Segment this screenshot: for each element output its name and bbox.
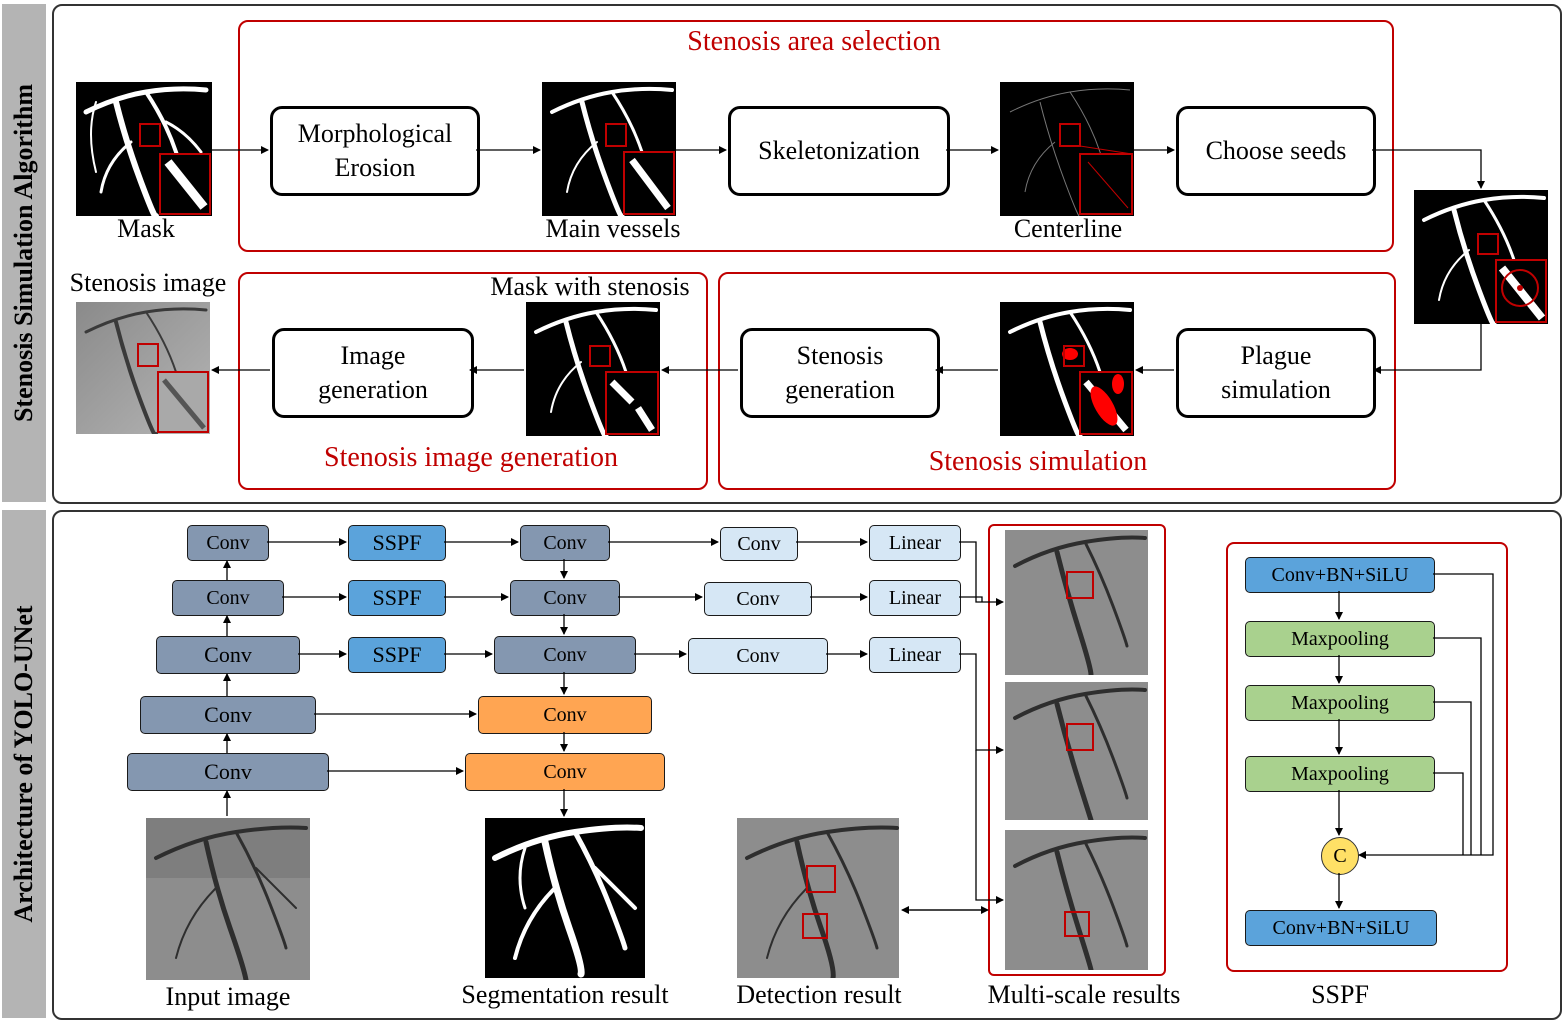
mask-with-stenosis-caption: Mask with stenosis <box>490 272 690 301</box>
plague-image <box>1000 302 1134 436</box>
detection-result-caption: Detection result <box>736 980 902 1009</box>
sspf-maxpool-1: Maxpooling <box>1245 621 1435 657</box>
main-vessels-image <box>542 82 676 216</box>
sspf-block-2: SSPF <box>348 580 446 616</box>
encoder-conv-4: Conv <box>172 580 284 616</box>
main-vessels-caption: Main vessels <box>545 214 681 243</box>
mask-caption: Mask <box>117 214 175 243</box>
decoder-conv-3: Conv <box>494 636 636 674</box>
erosion-box: Morphological Erosion <box>270 106 480 196</box>
encoder-conv-5: Conv <box>187 525 269 561</box>
decoder-conv-1: Conv <box>520 525 610 561</box>
image-generation-process-box: Image generation <box>272 328 474 418</box>
sspf-caption: SSPF <box>1311 980 1369 1009</box>
skeletonization-box: Skeletonization <box>728 106 950 196</box>
sspf-block-1: SSPF <box>348 525 446 561</box>
linear-block-3: Linear <box>869 637 961 673</box>
encoder-conv-1: Conv <box>127 753 329 791</box>
stenosis-generation-box: Stenosis generation <box>740 328 940 418</box>
multi-scale-image-2 <box>1005 682 1148 820</box>
head-conv-2: Conv <box>704 582 812 616</box>
simulation-title: Stenosis simulation <box>928 446 1148 477</box>
mask-image <box>76 82 212 216</box>
detection-result-image <box>737 818 899 978</box>
stenosis-angiogram-image <box>76 302 210 434</box>
section-label-top: Stenosis Simulation Algorithm <box>2 4 46 502</box>
sspf-concat-node: C <box>1321 837 1359 875</box>
plague-simulation-box: Plague simulation <box>1176 328 1376 418</box>
stenosis-image-caption: Stenosis image <box>69 268 227 297</box>
mask-with-stenosis-image <box>526 302 660 436</box>
encoder-conv-2: Conv <box>140 696 316 734</box>
decoder-conv-2: Conv <box>510 580 620 616</box>
sspf-conv-bn-silu-bottom: Conv+BN+SiLU <box>1245 910 1437 946</box>
image-generation-title: Stenosis image generation <box>324 442 618 473</box>
top-panel <box>52 4 1562 504</box>
multi-scale-image-1 <box>1005 530 1148 675</box>
decoder-conv-4: Conv <box>478 696 652 734</box>
sspf-conv-bn-silu-top: Conv+BN+SiLU <box>1245 557 1435 593</box>
head-conv-3: Conv <box>688 638 828 674</box>
multi-scale-image-3 <box>1005 830 1148 970</box>
segmentation-result-caption: Segmentation result <box>461 980 669 1009</box>
area-selection-title: Stenosis area selection <box>687 26 941 57</box>
choose-seeds-box: Choose seeds <box>1176 106 1376 196</box>
input-angiogram-image <box>146 818 310 980</box>
sspf-detail-box <box>1226 542 1508 972</box>
head-conv-1: Conv <box>720 527 798 561</box>
simulation-box <box>718 272 1396 490</box>
decoder-conv-5: Conv <box>465 753 665 791</box>
section-label-bottom: Architecture of YOLO-UNet <box>2 510 46 1018</box>
image-generation-box <box>238 272 708 490</box>
sspf-block-3: SSPF <box>348 637 446 673</box>
segmentation-result-image <box>485 818 645 978</box>
area-selection-box <box>238 20 1394 252</box>
sspf-maxpool-3: Maxpooling <box>1245 756 1435 792</box>
linear-block-2: Linear <box>869 580 961 616</box>
centerline-image <box>1000 82 1134 216</box>
input-image-caption: Input image <box>165 982 291 1011</box>
sspf-maxpool-2: Maxpooling <box>1245 685 1435 721</box>
multi-scale-results-caption: Multi-scale results <box>987 980 1181 1009</box>
seeds-image <box>1414 190 1548 324</box>
linear-block-1: Linear <box>869 525 961 561</box>
centerline-caption: Centerline <box>1013 214 1123 243</box>
